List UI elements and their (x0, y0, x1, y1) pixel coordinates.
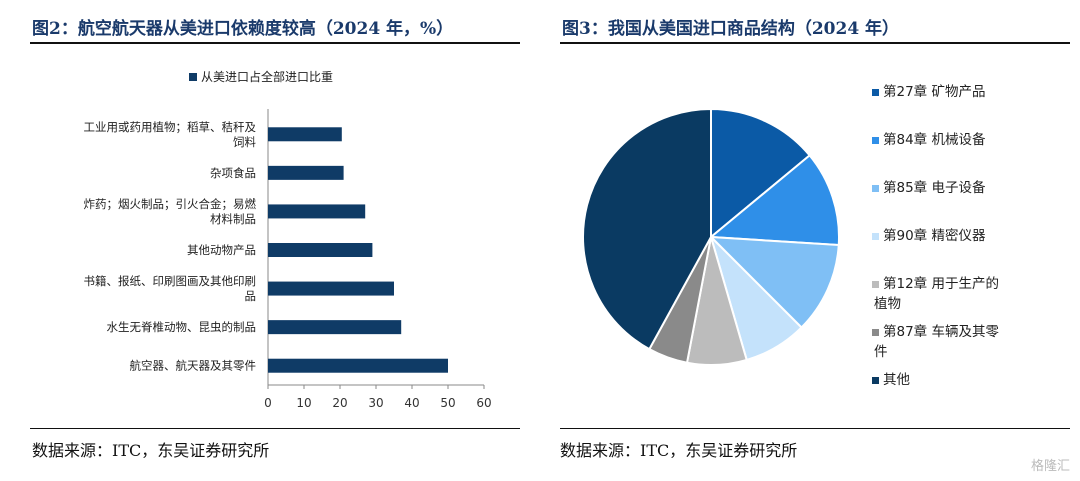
right-chart-panel: 图3：我国从美国进口商品结构（2024 年） 第27章 矿物产品 第84章 机械设… (548, 0, 1080, 481)
legend-swatch (872, 281, 879, 288)
left-figure-title: 图2：航空航天器从美进口依赖度较高（2024 年，%） (32, 19, 454, 39)
right-figure-title: 图3：我国从美国进口商品结构（2024 年） (562, 19, 900, 39)
right-title-rule (560, 42, 1070, 44)
bar (268, 281, 394, 296)
legend-label: 第12章 用于生产的植物 (874, 275, 999, 312)
pie-slice (708, 154, 840, 247)
pie-legend-item: 其他 (872, 372, 910, 388)
category-label: 炸药；烟火制品；引火合金；易燃材料制品 (84, 197, 257, 226)
pie-legend-item: 第12章 用于生产的植物 (872, 275, 999, 312)
pie-slice (708, 235, 840, 329)
category-label: 水生无脊椎动物、昆虫的制品 (107, 320, 257, 334)
legend-swatch (872, 233, 879, 240)
right-source-rule (560, 428, 1070, 429)
x-tick-label: 30 (368, 396, 383, 410)
left-chart-panel: 图2：航空航天器从美进口依赖度较高（2024 年，%） 从美进口占全部进口比重 0… (0, 0, 528, 481)
bar (268, 204, 366, 219)
pie-legend-item: 第90章 精密仪器 (872, 227, 986, 244)
category-label: 工业用或药用植物；稻草、秸秆及饲料 (84, 120, 257, 149)
category-label: 书籍、报纸、印刷图画及其他印刷品 (84, 274, 257, 303)
x-tick-label: 50 (440, 396, 455, 410)
legend-label: 第90章 精密仪器 (883, 227, 986, 244)
bar-legend: 从美进口占全部进口比重 (189, 69, 333, 84)
category-label: 航空器、航天器及其零件 (130, 359, 257, 373)
legend-swatch (872, 137, 879, 144)
left-source-note: 数据来源：ITC，东吴证券研究所 (32, 441, 270, 460)
bar (268, 165, 344, 180)
legend-label: 第84章 机械设备 (883, 131, 986, 148)
bar (268, 243, 373, 257)
legend-swatch (872, 185, 879, 192)
x-tick-label: 10 (296, 396, 311, 410)
left-title-rule (30, 42, 520, 44)
x-tick-label: 40 (404, 396, 419, 410)
legend-label: 第27章 矿物产品 (883, 83, 985, 100)
x-tick-label: 20 (332, 396, 347, 410)
pie-legend-item: 第87章 车辆及其零件 (872, 323, 999, 360)
x-tick-label: 60 (476, 396, 491, 410)
pie-slice (582, 107, 712, 351)
legend-label: 其他 (883, 372, 910, 388)
legend-swatch (872, 377, 879, 384)
bar (268, 358, 448, 373)
pie-legend-item: 第85章 电子设备 (872, 179, 986, 196)
left-source-rule (30, 428, 520, 429)
pie-slice (710, 107, 812, 240)
pie-legend-item: 第84章 机械设备 (872, 131, 986, 148)
legend-swatch (189, 73, 197, 81)
legend-label: 第85章 电子设备 (883, 179, 986, 196)
bar (268, 320, 402, 335)
right-source-note: 数据来源：ITC，东吴证券研究所 (560, 441, 798, 460)
x-tick-label: 0 (264, 396, 272, 410)
category-label: 杂项食品 (210, 166, 256, 180)
bar (268, 127, 342, 142)
category-label: 其他动物产品 (187, 243, 256, 257)
pie-legend-item: 第27章 矿物产品 (872, 83, 985, 100)
legend-label: 第87章 车辆及其零件 (874, 323, 999, 360)
watermark-text: 格隆汇 (1030, 459, 1070, 474)
legend-swatch (872, 89, 879, 96)
legend-label: 从美进口占全部进口比重 (201, 69, 333, 84)
legend-swatch (872, 329, 879, 336)
bar-chart: 从美进口占全部进口比重 0 10 20 30 40 50 60 工业用或药用植物；稻草、秸秆及饲… (84, 69, 492, 410)
